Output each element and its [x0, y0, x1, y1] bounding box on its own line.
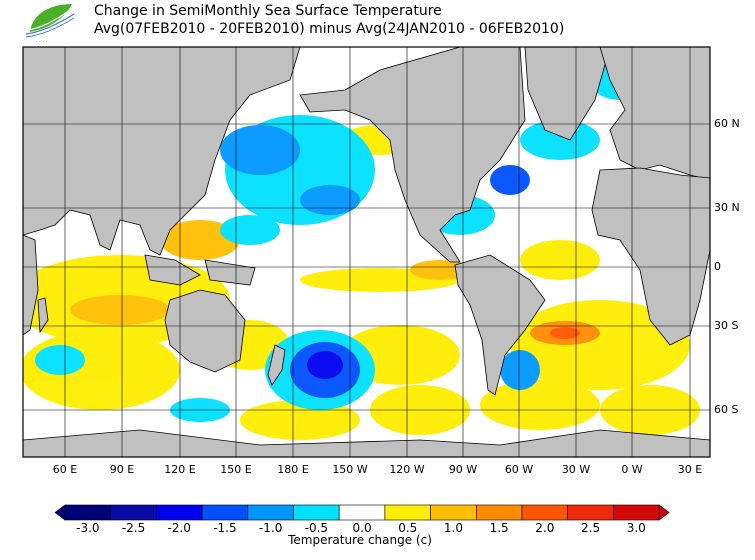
- colorbar-swatch: [613, 504, 660, 521]
- lat-label: 60 N: [714, 117, 740, 130]
- lat-label: 0: [714, 260, 721, 273]
- graticule: [23, 47, 710, 457]
- lon-label: 30 W: [561, 463, 591, 476]
- colorbar-tick-label: -1.5: [213, 521, 237, 535]
- colorbar-tick-label: 3.0: [626, 521, 646, 535]
- colorbar-swatch: [430, 504, 477, 521]
- colorbar-arrow-high: [658, 504, 670, 521]
- colorbar-swatch: [247, 504, 294, 521]
- colorbar-tick-label: 0.0: [352, 521, 372, 535]
- colorbar-tick-label: 1.5: [489, 521, 509, 535]
- colorbar-tick-label: -2.0: [167, 521, 191, 535]
- colorbar-tick-label: 1.0: [443, 521, 463, 535]
- lon-label: 120 W: [389, 463, 425, 476]
- colorbar-arrow-low: [54, 504, 66, 521]
- lon-label: 60 E: [52, 463, 78, 476]
- lat-label: 30 S: [714, 319, 739, 332]
- colorbar-tick-label: 2.5: [581, 521, 601, 535]
- lon-label: 60 W: [504, 463, 534, 476]
- colorbar-swatch: [521, 504, 569, 521]
- colorbar-swatch: [293, 504, 340, 521]
- lon-label: 90 E: [109, 463, 135, 476]
- colorbar-tick-label: -2.5: [121, 521, 146, 535]
- lon-label: 30 E: [677, 463, 703, 476]
- colorbar-title: Temperature change (c): [288, 533, 432, 547]
- colorbar-swatch: [64, 504, 112, 521]
- colorbar-swatch: [567, 504, 614, 521]
- colorbar-tick-label: -1.0: [258, 521, 283, 535]
- lon-label: 0 W: [621, 463, 643, 476]
- svg-text:· · · ·: · · · ·: [36, 39, 48, 44]
- colorbar-tick-label: 0.5: [398, 521, 418, 535]
- lon-label: 120 E: [164, 463, 196, 476]
- lat-label: 30 N: [714, 201, 740, 214]
- colorbar-tick-label: -0.5: [304, 521, 329, 535]
- lon-label: 150 W: [332, 463, 368, 476]
- chart-subtitle: Avg(07FEB2010 - 20FEB2010) minus Avg(24J…: [94, 21, 565, 37]
- lon-label: 90 W: [448, 463, 478, 476]
- colorbar-swatch: [338, 504, 386, 521]
- colorbar-swatch: [201, 504, 249, 521]
- colorbar-swatch: [156, 504, 203, 521]
- logo: · · · ·: [25, 4, 75, 44]
- colorbar-swatch: [110, 504, 157, 521]
- colorbar-tick-label: -3.0: [76, 521, 100, 535]
- lat-label: 60 S: [714, 403, 739, 416]
- lon-label: 150 E: [220, 463, 252, 476]
- colorbar-swatch: [384, 504, 431, 521]
- colorbar-swatch: [475, 504, 523, 521]
- lon-label: 180 E: [277, 463, 309, 476]
- colorbar-tick-label: 2.0: [535, 521, 555, 535]
- chart-title: Change in SemiMonthly Sea Surface Temper…: [94, 3, 442, 19]
